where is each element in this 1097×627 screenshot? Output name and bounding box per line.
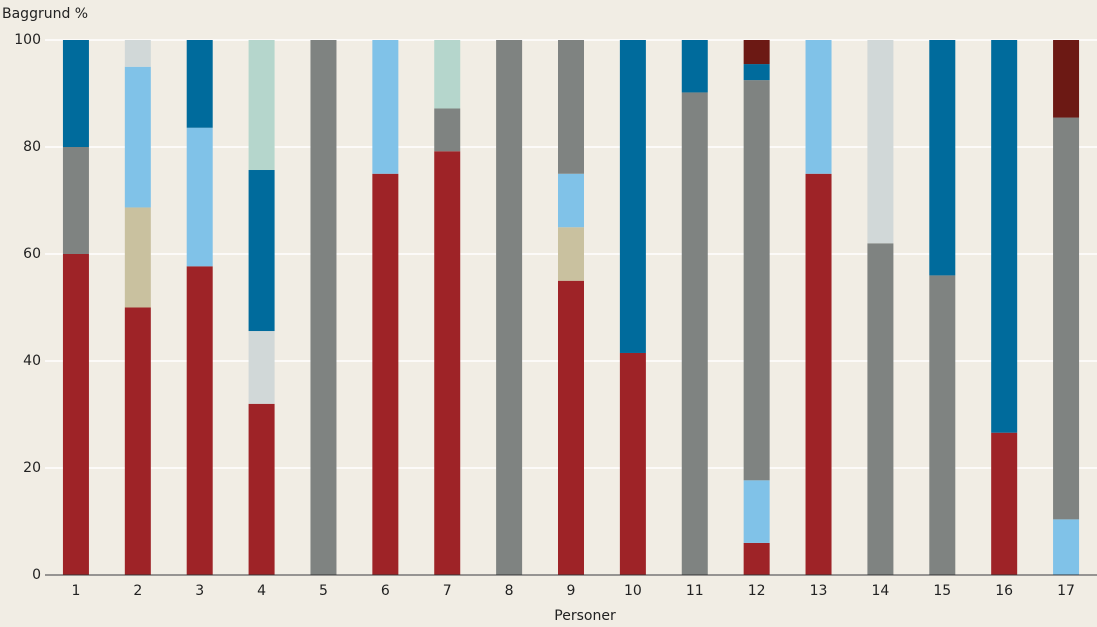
bar-segment — [991, 432, 1018, 575]
bar-segment — [619, 352, 646, 575]
bar-segment — [929, 275, 956, 575]
bar-segment — [558, 280, 584, 575]
bar-segment — [186, 266, 213, 575]
bar-segment — [248, 403, 275, 575]
bar-segment — [62, 40, 89, 147]
bar-segment — [867, 243, 894, 576]
bar-segment — [743, 542, 770, 575]
x-tick-label: 4 — [257, 583, 266, 599]
bar-segment — [124, 40, 151, 67]
bar-segment — [124, 307, 151, 575]
x-tick-label: 1 — [71, 583, 80, 599]
y-tick-label: 100 — [14, 32, 41, 48]
bar-segment — [124, 66, 151, 208]
y-tick-label: 80 — [23, 139, 41, 155]
x-tick-label: 7 — [443, 583, 452, 599]
x-tick-label: 8 — [505, 583, 514, 599]
bar-segment — [1053, 40, 1080, 118]
x-tick-label: 2 — [133, 583, 142, 599]
bar-segment — [434, 40, 461, 109]
bar-segment — [743, 40, 770, 65]
x-axis-title: Personer — [554, 608, 616, 624]
x-tick-label: 6 — [381, 583, 390, 599]
x-tick-label: 16 — [995, 583, 1013, 599]
bar-segment — [434, 108, 461, 152]
x-tick-label: 11 — [686, 583, 704, 599]
bar-segment — [681, 92, 708, 576]
bar-segment — [124, 207, 151, 308]
x-tick-label: 17 — [1057, 583, 1075, 599]
bar-segment — [434, 151, 461, 575]
bar-segment — [186, 127, 213, 267]
y-tick-label: 20 — [23, 460, 41, 476]
x-tick-label: 14 — [871, 583, 889, 599]
bar-segment — [1053, 519, 1080, 575]
bar-segment — [310, 40, 337, 575]
y-tick-label: 0 — [32, 567, 41, 583]
bar-segment — [248, 40, 275, 171]
bar-segment — [558, 173, 584, 228]
x-tick-label: 12 — [748, 583, 766, 599]
bar-segment — [248, 170, 275, 332]
bar-segment — [805, 40, 832, 174]
bar-segment — [248, 331, 275, 404]
x-tick-label: 15 — [933, 583, 951, 599]
bar-segment — [867, 40, 894, 244]
bar-segment — [1053, 117, 1080, 520]
bar-segment — [805, 173, 832, 575]
bar-segment — [743, 64, 770, 81]
bar-segment — [496, 40, 523, 575]
bar-segment — [619, 40, 646, 353]
x-tick-label: 9 — [567, 583, 576, 599]
bar-segment — [186, 40, 213, 128]
bar-segment — [558, 227, 584, 281]
bar-segment — [372, 40, 399, 174]
y-tick-label: 40 — [23, 353, 41, 369]
bar-segment — [62, 147, 89, 254]
bar-segment — [743, 480, 770, 543]
x-tick-label: 13 — [810, 583, 828, 599]
bar-segment — [681, 40, 708, 93]
y-tick-label: 60 — [23, 246, 41, 262]
y-axis-title: Baggrund % — [2, 6, 88, 22]
bar-segment — [558, 40, 584, 174]
bar-segment — [372, 173, 399, 575]
x-tick-label: 10 — [624, 583, 642, 599]
bar-segment — [991, 40, 1018, 433]
bar-segment — [62, 254, 89, 575]
x-tick-label: 5 — [319, 583, 328, 599]
bar-segment — [743, 80, 770, 481]
x-tick-label: 3 — [195, 583, 204, 599]
bar-segment — [929, 40, 956, 276]
